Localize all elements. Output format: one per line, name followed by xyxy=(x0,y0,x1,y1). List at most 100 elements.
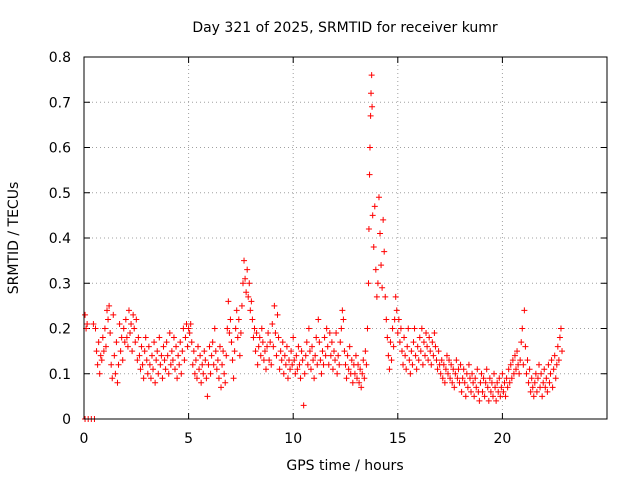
data-point xyxy=(96,370,103,377)
data-point xyxy=(548,357,555,364)
data-point xyxy=(161,357,168,364)
data-point xyxy=(129,348,136,355)
data-point xyxy=(288,348,295,355)
data-point xyxy=(110,311,117,318)
y-tick-label: 0.2 xyxy=(49,322,71,338)
data-point xyxy=(115,361,122,368)
data-point xyxy=(328,339,335,346)
data-point xyxy=(461,379,468,386)
data-point xyxy=(251,325,258,332)
data-point xyxy=(466,375,473,382)
data-point xyxy=(156,334,163,341)
data-point xyxy=(427,348,434,355)
y-tick-label: 0.8 xyxy=(49,50,71,66)
data-point xyxy=(374,280,381,287)
data-point xyxy=(118,334,125,341)
data-point xyxy=(365,225,372,232)
data-point xyxy=(99,334,106,341)
data-point xyxy=(516,370,523,377)
data-point xyxy=(116,320,123,327)
data-point xyxy=(211,325,218,332)
data-point xyxy=(344,352,351,359)
data-point xyxy=(514,348,521,355)
data-point xyxy=(413,366,420,373)
data-point xyxy=(454,375,461,382)
data-point xyxy=(457,361,464,368)
data-point xyxy=(231,348,238,355)
data-point xyxy=(547,370,554,377)
data-point xyxy=(504,384,511,391)
data-point xyxy=(420,339,427,346)
data-point xyxy=(500,388,507,395)
data-point xyxy=(506,379,513,386)
data-point xyxy=(296,361,303,368)
data-point xyxy=(169,357,176,364)
data-point xyxy=(521,307,528,314)
data-point xyxy=(286,357,293,364)
data-point xyxy=(532,370,539,377)
data-point xyxy=(239,280,246,287)
data-point xyxy=(484,384,491,391)
data-point xyxy=(281,352,288,359)
data-point xyxy=(184,343,191,350)
data-point xyxy=(119,357,126,364)
data-point xyxy=(299,357,306,364)
data-point xyxy=(124,343,131,350)
data-point xyxy=(525,379,532,386)
data-point xyxy=(498,384,505,391)
data-point xyxy=(472,375,479,382)
data-point xyxy=(421,352,428,359)
data-point xyxy=(311,375,318,382)
y-tick-label: 0.1 xyxy=(49,367,71,383)
data-point xyxy=(128,320,135,327)
data-point xyxy=(152,379,159,386)
data-point xyxy=(388,357,395,364)
data-point xyxy=(371,203,378,210)
data-point xyxy=(291,357,298,364)
data-point xyxy=(216,343,223,350)
data-point xyxy=(263,366,270,373)
data-point xyxy=(234,334,241,341)
data-point xyxy=(468,388,475,395)
data-point xyxy=(407,370,414,377)
data-point xyxy=(148,352,155,359)
data-point xyxy=(229,357,236,364)
data-point xyxy=(224,325,231,332)
data-point xyxy=(389,325,396,332)
data-point xyxy=(215,375,222,382)
data-point xyxy=(423,330,430,337)
data-point xyxy=(113,339,120,346)
data-point xyxy=(479,388,486,395)
data-point xyxy=(381,248,388,255)
data-point xyxy=(491,370,498,377)
data-point xyxy=(266,357,273,364)
data-point xyxy=(380,216,387,223)
data-point xyxy=(225,298,232,305)
data-point xyxy=(476,397,483,404)
data-point xyxy=(97,352,104,359)
data-point xyxy=(204,393,211,400)
data-point xyxy=(134,357,141,364)
data-point xyxy=(325,361,332,368)
data-point xyxy=(292,370,299,377)
y-tick-label: 0.7 xyxy=(49,95,71,111)
data-point xyxy=(366,171,373,178)
data-point xyxy=(390,343,397,350)
data-point xyxy=(477,379,484,386)
data-point xyxy=(188,339,195,346)
data-point xyxy=(261,348,268,355)
data-point xyxy=(307,366,314,373)
data-point xyxy=(228,339,235,346)
data-point xyxy=(519,325,526,332)
data-point xyxy=(117,348,124,355)
data-point xyxy=(189,361,196,368)
data-point xyxy=(509,357,516,364)
data-point xyxy=(465,361,472,368)
data-point xyxy=(424,343,431,350)
data-point xyxy=(480,375,487,382)
data-point xyxy=(442,366,449,373)
data-point xyxy=(368,72,375,79)
data-point xyxy=(552,375,559,382)
data-point xyxy=(433,357,440,364)
data-point xyxy=(354,375,361,382)
